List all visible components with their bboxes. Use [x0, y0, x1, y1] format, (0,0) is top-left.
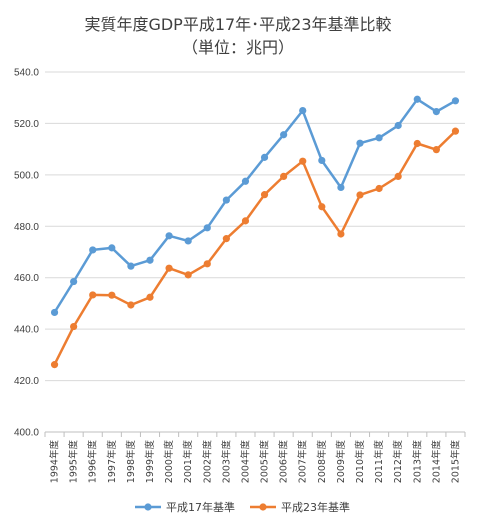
y-tick-label: 440.0 [14, 325, 39, 336]
data-point [413, 139, 421, 148]
x-tick-label: 2004年度 [239, 440, 251, 484]
data-point [127, 262, 135, 270]
data-point [280, 172, 288, 180]
x-tick-label: 2007年度 [297, 440, 309, 484]
x-tick-label: 1999年度 [144, 440, 156, 484]
x-tick-label: 2009年度 [335, 440, 347, 484]
data-point [299, 157, 307, 165]
data-point [184, 237, 192, 245]
data-point [241, 217, 250, 225]
legend-item-1: 平成17年基準 [135, 500, 235, 514]
x-tick-label: 2002年度 [201, 440, 213, 484]
data-point [318, 203, 326, 211]
data-point [451, 97, 460, 105]
x-tick-label: 2012年度 [392, 440, 404, 484]
legend: 平成17年基準 平成23年基準 [135, 500, 350, 514]
x-tick-label: 2011年度 [373, 440, 385, 484]
data-point [222, 196, 230, 204]
y-tick-label: 500.0 [14, 170, 39, 181]
data-point [203, 260, 211, 268]
data-point [70, 322, 78, 331]
x-tick-label: 2006年度 [278, 440, 290, 484]
series-2 [50, 127, 460, 369]
chart-subtitle: （単位：兆円） [182, 38, 294, 57]
data-point [108, 291, 116, 299]
data-point [89, 246, 97, 254]
data-point [241, 177, 250, 185]
data-point [356, 191, 364, 199]
x-tick-label: 2010年度 [354, 440, 366, 484]
data-point [184, 271, 192, 279]
x-tick-label: 2003年度 [220, 440, 232, 484]
data-point [165, 232, 173, 240]
y-tick-label: 520.0 [14, 119, 39, 130]
data-point [260, 191, 269, 199]
x-tick-label: 1996年度 [87, 440, 99, 484]
data-point [165, 264, 173, 272]
x-tick-label: 2005年度 [259, 440, 271, 484]
legend-label: 平成23年基準 [281, 500, 350, 514]
data-point [375, 134, 383, 142]
data-point [260, 153, 269, 161]
data-point [203, 224, 211, 232]
y-tick-label: 480.0 [14, 222, 39, 233]
data-point [127, 301, 135, 309]
legend-label: 平成17年基準 [166, 500, 235, 514]
x-tick-label: 1998年度 [125, 440, 137, 484]
series-line [53, 98, 457, 314]
chart-title: 実質年度GDP平成17年･平成23年基準比較 [84, 15, 391, 34]
x-axis: 1994年度 1995年度 1996年度 1997年度 1998年度 1999年度 2000… [44, 432, 466, 484]
legend-swatch-marker [259, 503, 267, 511]
data-point [394, 172, 402, 180]
y-tick-label: 400.0 [14, 428, 39, 439]
data-point [337, 230, 345, 238]
x-tick-label: 2000年度 [163, 440, 175, 484]
x-tick-label: 1997年度 [106, 440, 118, 484]
data-point [89, 291, 97, 299]
legend-swatch-marker [144, 503, 152, 511]
data-point [337, 183, 345, 192]
data-point [280, 131, 288, 139]
x-tick-label: 2013年度 [411, 440, 423, 484]
legend-item-2: 平成23年基準 [250, 500, 350, 514]
data-point [413, 95, 421, 103]
y-axis: 400.0 420.0 440.0 460.0 480.0 500.0 520.0 540.0 [14, 68, 39, 439]
series-line [53, 130, 457, 366]
y-tick-label: 460.0 [14, 273, 39, 284]
x-tick-label: 2014年度 [430, 440, 442, 484]
data-point [375, 184, 383, 193]
x-tick-label: 2001年度 [182, 440, 194, 484]
x-tick-label: 1995年度 [68, 440, 80, 484]
series-group [50, 95, 460, 369]
gridlines [45, 71, 465, 433]
x-tick-label: 2015年度 [449, 440, 461, 484]
data-point [432, 146, 440, 154]
data-point [451, 127, 460, 135]
data-point [70, 277, 78, 286]
data-point [108, 244, 116, 252]
y-tick-label: 420.0 [14, 376, 39, 387]
data-point [299, 106, 307, 115]
series-1 [50, 95, 460, 317]
data-point [146, 293, 154, 301]
data-point [222, 235, 230, 243]
x-tick-label: 1994年度 [49, 440, 61, 484]
y-tick-label: 540.0 [14, 68, 39, 79]
data-point [318, 156, 326, 165]
data-point [432, 108, 440, 116]
data-point [50, 308, 59, 317]
data-point [356, 139, 364, 147]
x-tick-label: 2008年度 [316, 440, 328, 484]
data-point [394, 121, 402, 130]
data-point [146, 256, 154, 264]
data-point [50, 361, 59, 369]
